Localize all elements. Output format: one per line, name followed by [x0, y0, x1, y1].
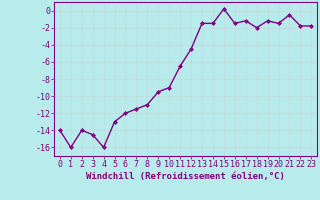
X-axis label: Windchill (Refroidissement éolien,°C): Windchill (Refroidissement éolien,°C) [86, 172, 285, 181]
